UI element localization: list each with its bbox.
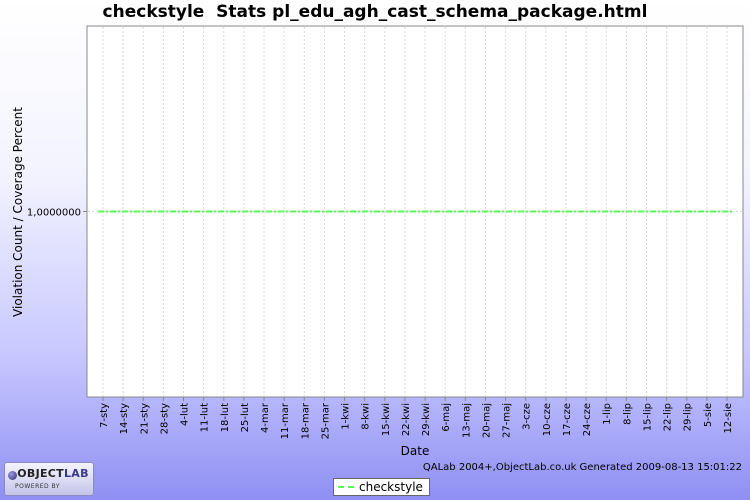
chart-title: checkstyle Stats pl_edu_agh_cast_schema_… xyxy=(102,2,648,22)
x-tick-label: 8-kwi xyxy=(361,403,372,430)
objectlab-logo: OBJECTLAB POWERED BY xyxy=(4,462,94,496)
x-tick-label: 17-cze xyxy=(562,403,573,436)
x-tick-label: 21-sty xyxy=(139,403,150,434)
x-tick-label: 29-lip xyxy=(683,403,694,431)
x-tick-label: 1-lip xyxy=(602,403,613,425)
y-axis-label: Violation Count / Coverage Percent xyxy=(11,107,25,317)
x-tick-label: 7-sty xyxy=(99,403,110,428)
x-tick-label: 18-lut xyxy=(220,403,231,432)
x-tick-label: 11-lut xyxy=(200,403,211,432)
x-tick-label: 28-sty xyxy=(159,403,170,434)
x-tick-label: 6-maj xyxy=(441,403,452,432)
y-axis-ticks: 1,0000000 xyxy=(27,208,87,219)
x-tick-label: 12-sie xyxy=(723,403,734,433)
x-tick-label: 25-mar xyxy=(320,402,331,439)
x-tick-label: 3-cze xyxy=(522,403,533,430)
x-tick-label: 11-mar xyxy=(280,402,291,439)
logo-mark-icon xyxy=(8,471,17,480)
generated-credits: QALab 2004+,ObjectLab.co.uk Generated 20… xyxy=(422,462,742,473)
x-axis-ticks: 7-sty 14-sty 21-sty 28-sty 4-lut 11-lut 18-lut… xyxy=(99,397,734,439)
x-tick-label: 25-lut xyxy=(240,403,251,432)
y-tick-label: 1,0000000 xyxy=(27,208,81,219)
legend-swatch-checkstyle xyxy=(338,486,354,488)
x-tick-label: 10-cze xyxy=(542,403,553,436)
legend: checkstyle xyxy=(333,478,430,496)
x-tick-label: 27-maj xyxy=(502,403,513,438)
x-tick-label: 15-kwi xyxy=(381,403,392,436)
legend-label-checkstyle: checkstyle xyxy=(359,480,423,494)
x-tick-label: 4-lut xyxy=(180,403,191,426)
x-tick-label: 1-kwi xyxy=(341,403,352,430)
x-axis-label: Date xyxy=(401,444,430,458)
logo-text: OBJECTLAB xyxy=(17,467,89,480)
x-tick-label: 29-kwi xyxy=(421,403,432,436)
x-tick-label: 4-mar xyxy=(260,402,271,433)
x-tick-label: 8-lip xyxy=(622,403,633,425)
x-tick-label: 24-cze xyxy=(582,403,593,436)
x-tick-label: 15-lip xyxy=(642,403,653,431)
logo-subtext: POWERED BY xyxy=(15,483,61,490)
x-tick-label: 20-maj xyxy=(481,403,492,438)
x-tick-label: 22-lip xyxy=(663,403,674,431)
x-tick-label: 22-kwi xyxy=(401,403,412,436)
x-tick-label: 5-sie xyxy=(703,403,714,427)
x-tick-label: 18-mar xyxy=(300,402,311,439)
x-tick-label: 14-sty xyxy=(119,403,130,434)
x-tick-label: 13-maj xyxy=(461,403,472,438)
